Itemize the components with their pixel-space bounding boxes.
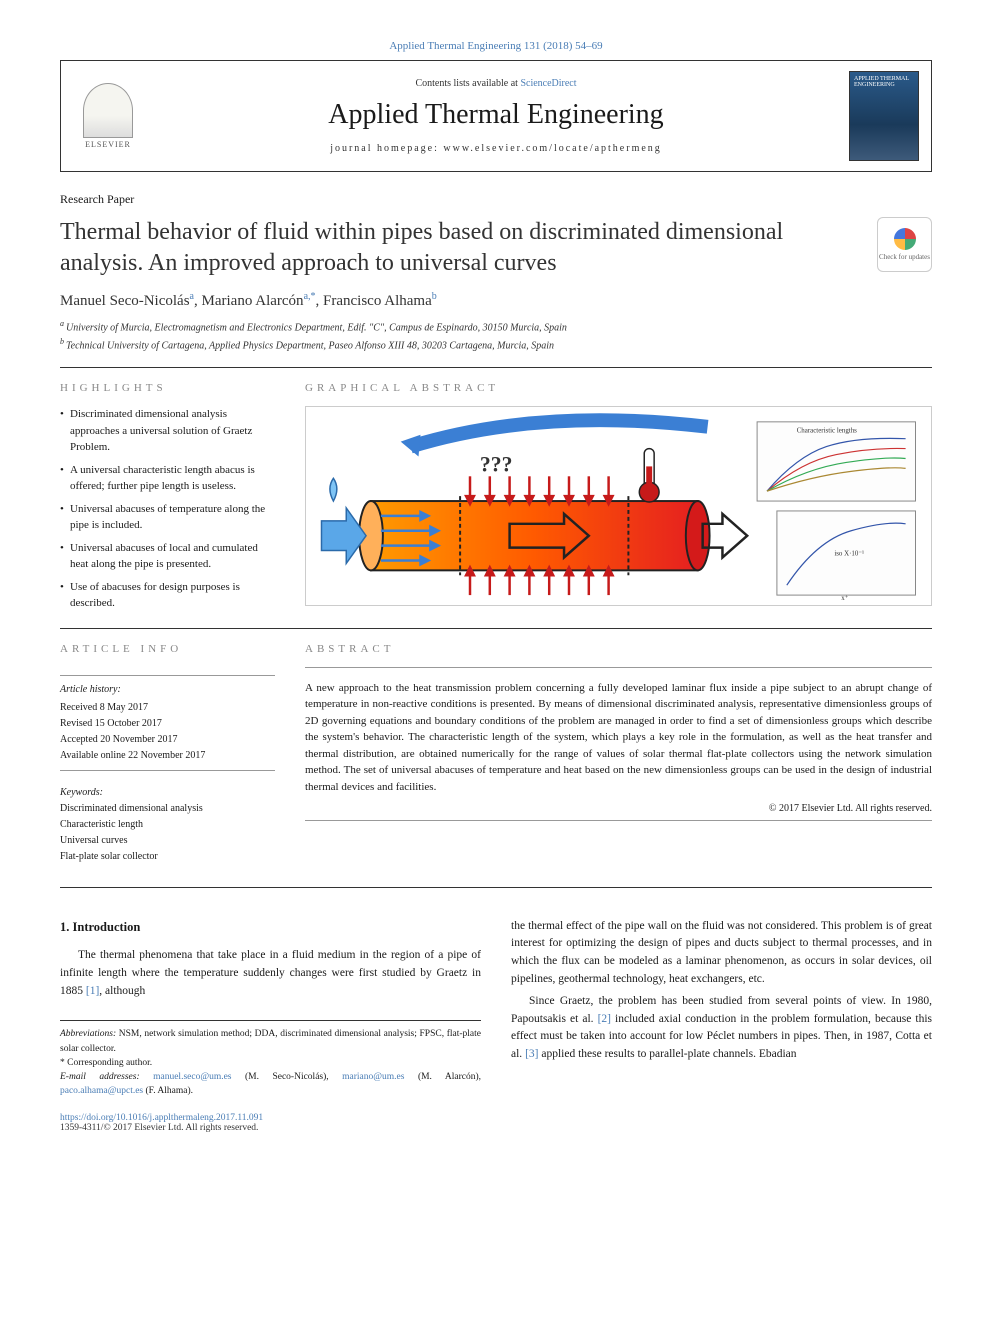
water-drop-icon (330, 478, 337, 501)
body-text: 1. Introduction The thermal phenomena th… (60, 918, 932, 1099)
thermometer-icon (639, 449, 659, 502)
email-link[interactable]: paco.alhama@upct.es (60, 1086, 143, 1096)
authors-list: Manuel Seco-Nicolása, Mariano Alarcóna,*… (60, 291, 932, 310)
keyword: Discriminated dimensional analysis (60, 801, 275, 817)
mini-chart-2-label: iso X·10⁻¹ (834, 551, 864, 558)
pipe-outlet-cap (686, 501, 710, 570)
divider (60, 367, 932, 368)
author-1: Manuel Seco-Nicolása (60, 293, 194, 309)
homepage-url[interactable]: www.elsevier.com/locate/apthermeng (443, 143, 661, 154)
footnotes: Abbreviations: NSM, network simulation m… (60, 1020, 481, 1098)
introduction-heading: 1. Introduction (60, 918, 481, 937)
ref-link-2[interactable]: [2] (598, 1013, 611, 1025)
inlet-arrow-icon (322, 508, 367, 563)
crossmark-icon (894, 228, 916, 250)
ref-link-3[interactable]: [3] (525, 1048, 538, 1060)
crossmark-label: Check for updates (879, 253, 930, 261)
heat-arrows-bottom (466, 567, 613, 595)
journal-header: ELSEVIER Contents lists available at Sci… (60, 60, 932, 172)
author-3: Francisco Alhamab (323, 293, 437, 309)
affiliations: aUniversity of Murcia, Electromagnetism … (60, 318, 932, 353)
elsevier-text: ELSEVIER (85, 140, 131, 149)
highlight-item: Universal abacuses of local and cumulate… (60, 540, 275, 573)
intro-para-right-1: the thermal effect of the pipe wall on t… (511, 918, 932, 989)
graphical-abstract-svg: ??? (306, 407, 931, 605)
divider (60, 628, 932, 629)
received-date: Received 8 May 2017 (60, 700, 275, 716)
article-info-header: ARTICLE INFO (60, 643, 275, 655)
keyword: Characteristic length (60, 817, 275, 833)
highlights-header: HIGHLIGHTS (60, 382, 275, 394)
intro-para-left: The thermal phenomena that take place in… (60, 947, 481, 1000)
svg-text:x⁺: x⁺ (841, 595, 848, 602)
highlight-item: A universal characteristic length abacus… (60, 462, 275, 495)
sciencedirect-link[interactable]: ScienceDirect (520, 78, 576, 89)
author-2: Mariano Alarcóna,* (202, 293, 316, 309)
article-info: Article history: Received 8 May 2017 Rev… (60, 675, 275, 771)
elsevier-logo: ELSEVIER (73, 76, 143, 156)
journal-reference: Applied Thermal Engineering 131 (2018) 5… (60, 40, 932, 52)
revised-date: Revised 15 October 2017 (60, 716, 275, 732)
available-date: Available online 22 November 2017 (60, 748, 275, 764)
graphical-abstract-figure: ??? (305, 406, 932, 606)
keywords-label: Keywords: (60, 785, 275, 801)
issn-copyright: 1359-4311/© 2017 Elsevier Ltd. All right… (60, 1123, 932, 1133)
graphical-abstract-header: GRAPHICAL ABSTRACT (305, 382, 932, 394)
curve-arrow-head (401, 435, 421, 457)
journal-cover-thumbnail: APPLIED THERMAL ENGINEERING (849, 71, 919, 161)
question-marks-text: ??? (480, 452, 513, 476)
highlight-item: Discriminated dimensional analysis appro… (60, 406, 275, 456)
journal-title: Applied Thermal Engineering (158, 99, 834, 131)
highlights-list: Discriminated dimensional analysis appro… (60, 406, 275, 612)
mini-chart-1-title: Characteristic lengths (797, 428, 857, 435)
keywords-block: Keywords: Discriminated dimensional anal… (60, 785, 275, 865)
abstract-header: ABSTRACT (305, 643, 932, 655)
intro-para-right-2: Since Graetz, the problem has been studi… (511, 993, 932, 1064)
highlight-item: Use of abacuses for design purposes is d… (60, 579, 275, 612)
homepage-prefix: journal homepage: (330, 143, 443, 154)
abbreviations-footnote: Abbreviations: NSM, network simulation m… (60, 1027, 481, 1056)
elsevier-tree-icon (83, 83, 133, 138)
article-history-label: Article history: (60, 682, 275, 698)
journal-homepage: journal homepage: www.elsevier.com/locat… (158, 143, 834, 154)
contents-lists-line: Contents lists available at ScienceDirec… (158, 78, 834, 89)
divider (60, 887, 932, 888)
email-link[interactable]: manuel.seco@um.es (153, 1072, 231, 1082)
heat-arrows-top (466, 476, 613, 504)
email-footnote: E-mail addresses: manuel.seco@um.es (M. … (60, 1070, 481, 1099)
affiliation-a: aUniversity of Murcia, Electromagnetism … (60, 318, 932, 335)
email-link[interactable]: mariano@um.es (342, 1072, 404, 1082)
curve-arrow (411, 420, 708, 446)
copyright-line: © 2017 Elsevier Ltd. All rights reserved… (305, 803, 932, 814)
crossmark-badge[interactable]: Check for updates (877, 217, 932, 272)
keyword: Flat-plate solar collector (60, 849, 275, 865)
keyword: Universal curves (60, 833, 275, 849)
affiliation-b: bTechnical University of Cartagena, Appl… (60, 336, 932, 353)
accepted-date: Accepted 20 November 2017 (60, 732, 275, 748)
corresponding-author-footnote: * Corresponding author. (60, 1056, 481, 1070)
paper-title: Thermal behavior of fluid within pipes b… (60, 217, 857, 279)
paper-type-label: Research Paper (60, 192, 932, 207)
doi-link[interactable]: https://doi.org/10.1016/j.applthermaleng… (60, 1113, 932, 1123)
highlight-item: Universal abacuses of temperature along … (60, 501, 275, 534)
contents-prefix: Contents lists available at (415, 78, 520, 89)
ref-link-1[interactable]: [1] (86, 985, 99, 997)
abstract-text: A new approach to the heat transmission … (305, 680, 932, 796)
